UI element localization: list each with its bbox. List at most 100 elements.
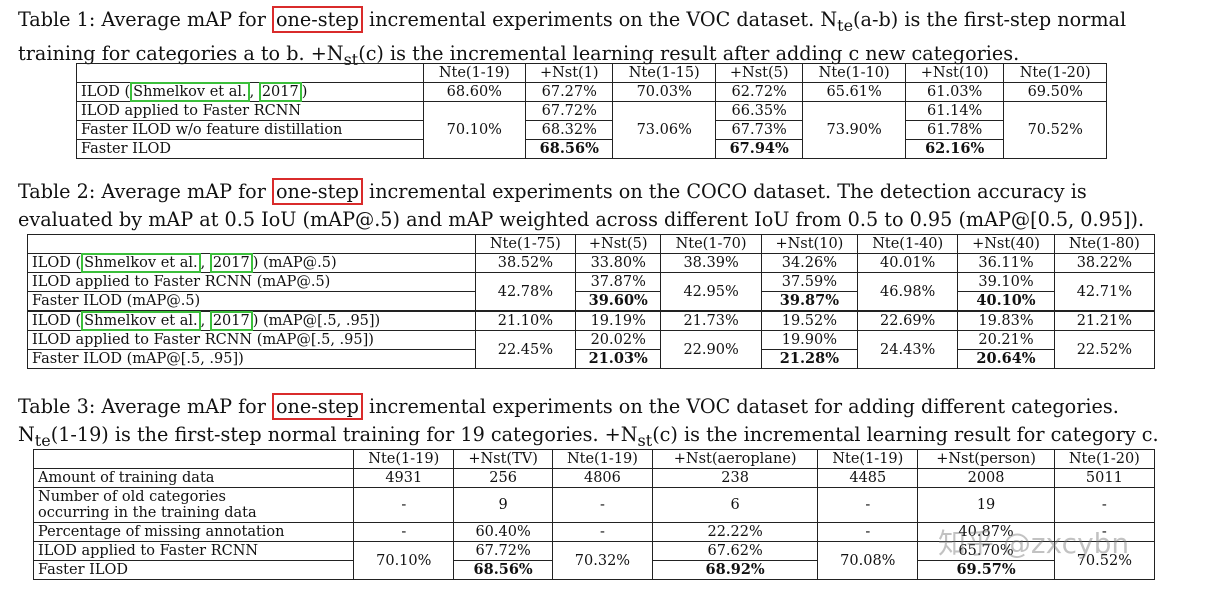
- table-cell: 62.16%: [904, 139, 1005, 159]
- table-cell: 38.22%: [1053, 253, 1156, 273]
- table-cell: 68.56%: [525, 139, 614, 159]
- table-cell: 70.08%: [817, 541, 919, 580]
- table-cell: 69.57%: [917, 560, 1055, 580]
- table-cell: 73.06%: [612, 101, 716, 159]
- table-header: +Nst(40): [957, 234, 1055, 254]
- table-cell: -: [551, 487, 654, 523]
- citation-link[interactable]: Shmelkov et al.: [81, 311, 201, 331]
- table-cell: 67.62%: [652, 541, 819, 561]
- table-row: ILOD applied to Faster RCNN (mAP@[.5, .9…: [27, 330, 1156, 369]
- table-header: +Nst(1): [525, 63, 614, 83]
- table-cell: 4806: [551, 468, 654, 488]
- table-cell: 22.52%: [1053, 330, 1156, 369]
- table-header: +Nst(aeroplane): [652, 449, 819, 469]
- table-header: +Nst(10): [760, 234, 859, 254]
- row-label: Faster ILOD w/o feature distillation: [76, 120, 424, 140]
- table-cell: 70.32%: [551, 541, 654, 580]
- citation-link[interactable]: Shmelkov et al.: [130, 82, 250, 102]
- table-cell: 21.03%: [574, 349, 662, 369]
- table-cell: -: [353, 522, 455, 542]
- table-cell: 9: [453, 487, 553, 523]
- table2: Nte(1-75) +Nst(5) Nte(1-70) +Nst(10) Nte(1-4…: [27, 234, 1156, 369]
- table-row: Faster ILOD 68.56% 68.92% 69.57%: [32, 560, 1155, 580]
- table-cell: 4485: [817, 468, 919, 488]
- table-cell: 19.19%: [574, 310, 662, 331]
- table-cell: 6: [652, 487, 819, 523]
- row-label: Amount of training data: [32, 468, 355, 488]
- table-cell: 36.11%: [957, 253, 1055, 273]
- table-cell: 68.32%: [525, 120, 614, 140]
- row-label: ILOD (Shmelkov et al., 2017): [76, 82, 424, 102]
- table-cell: 70.10%: [422, 101, 527, 159]
- citation-year-link[interactable]: 2017: [209, 253, 253, 273]
- table-cell: 19: [917, 487, 1055, 523]
- table-header-row: Nte(1-19) +Nst(1) Nte(1-15) +Nst(5) Nte(1-10…: [76, 63, 1107, 83]
- table-cell: 42.78%: [474, 272, 577, 312]
- table-cell: 256: [453, 468, 553, 488]
- table-cell: 70.52%: [1003, 101, 1107, 159]
- table-cell: 66.35%: [714, 101, 804, 121]
- row-label: ILOD applied to Faster RCNN: [32, 541, 355, 561]
- table-header: Nte(1-19): [422, 63, 527, 83]
- citation-year-link[interactable]: 2017: [258, 82, 302, 102]
- table-row: Faster ILOD 68.56% 67.94% 62.16%: [76, 139, 1107, 159]
- table-cell: 22.69%: [857, 310, 959, 331]
- table-cell: 39.10%: [957, 272, 1055, 292]
- table-cell: 20.02%: [574, 330, 662, 350]
- table3-caption: Table 3: Average mAP for one-step increm…: [18, 393, 1159, 450]
- table-cell: 68.56%: [453, 560, 553, 580]
- table-cell: 22.22%: [652, 522, 819, 542]
- table-header: Nte(1-80): [1053, 234, 1156, 254]
- one-step-highlight: one-step: [272, 178, 363, 205]
- table-row: ILOD applied to Faster RCNN 70.10% 67.72%…: [32, 541, 1156, 580]
- table-cell: 70.52%: [1053, 541, 1156, 580]
- one-step-highlight: one-step: [272, 6, 363, 33]
- table-header: +Nst(5): [574, 234, 662, 254]
- table1-caption: Table 1: Average mAP for one-step increm…: [18, 6, 1127, 69]
- row-label: Number of old categories occurring in the…: [32, 487, 355, 523]
- table-cell: 38.52%: [474, 253, 577, 273]
- row-label: Faster ILOD (mAP@[.5, .95]): [27, 349, 476, 369]
- table-row: Faster ILOD w/o feature distillation 68.…: [76, 120, 1107, 140]
- table-cell: 46.98%: [857, 272, 959, 312]
- row-label: ILOD (Shmelkov et al., 2017) (mAP@.5): [27, 253, 476, 273]
- table-cell: 65.61%: [802, 82, 906, 102]
- table-cell: 19.52%: [760, 310, 859, 331]
- table-cell: 70.10%: [353, 541, 455, 580]
- table3: Nte(1-19) +Nst(TV) Nte(1-19) +Nst(aeroplane…: [32, 449, 1156, 580]
- table-cell: 67.94%: [714, 139, 804, 159]
- table-header: Nte(1-15): [612, 63, 716, 83]
- citation-year-link[interactable]: 2017: [209, 311, 253, 331]
- row-label: ILOD applied to Faster RCNN (mAP@.5): [27, 272, 476, 292]
- table-cell: 39.87%: [760, 291, 859, 312]
- table-cell: 22.45%: [474, 330, 577, 369]
- table-cell: -: [551, 522, 654, 542]
- one-step-highlight: one-step: [272, 393, 363, 420]
- table-header: +Nst(10): [904, 63, 1005, 83]
- table-cell: 67.72%: [453, 541, 553, 561]
- table-cell: 61.14%: [904, 101, 1005, 121]
- table-cell: 61.78%: [904, 120, 1005, 140]
- table-row: Faster ILOD (mAP@.5) 39.60% 39.87% 40.10%: [27, 291, 1155, 312]
- table-cell: 22.90%: [660, 330, 762, 369]
- table-cell: 21.21%: [1053, 310, 1156, 331]
- table-header: +Nst(TV): [453, 449, 553, 469]
- table-cell: 2008: [917, 468, 1055, 488]
- table-cell: 20.21%: [957, 330, 1055, 350]
- table-cell: 68.92%: [652, 560, 819, 580]
- table-cell: 38.39%: [660, 253, 762, 273]
- table-cell: 24.43%: [857, 330, 959, 369]
- table-cell: -: [817, 522, 919, 542]
- citation-link[interactable]: Shmelkov et al.: [81, 253, 201, 273]
- table-cell: 62.72%: [714, 82, 804, 102]
- table-cell: 21.10%: [474, 310, 577, 331]
- table-header: Nte(1-40): [857, 234, 959, 254]
- table-header-row: Nte(1-19) +Nst(TV) Nte(1-19) +Nst(aeroplane…: [32, 449, 1156, 469]
- row-label: ILOD (Shmelkov et al., 2017) (mAP@[.5, .…: [27, 310, 476, 331]
- table-cell: 68.60%: [422, 82, 527, 102]
- table-header: +Nst(5): [714, 63, 804, 83]
- table-cell: 42.71%: [1053, 272, 1156, 312]
- table-row: Percentage of missing annotation -60.40%…: [32, 522, 1156, 542]
- table-row: ILOD applied to Faster RCNN 70.10% 67.72%…: [76, 101, 1107, 159]
- table-cell: 37.87%: [574, 272, 662, 292]
